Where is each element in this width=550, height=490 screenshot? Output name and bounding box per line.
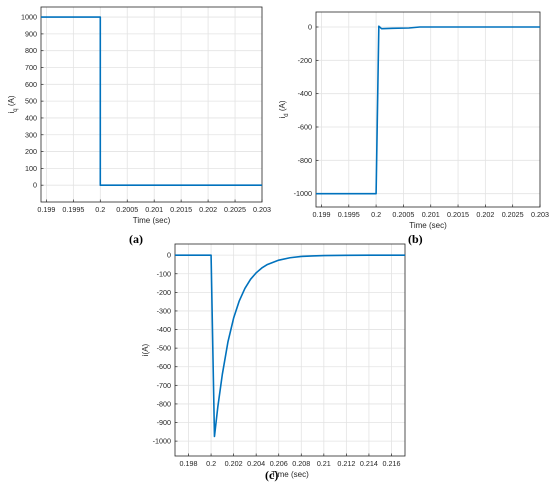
x-tick-label: 0.2015 <box>170 205 192 214</box>
y-tick-label: 300 <box>25 130 37 139</box>
caption-c: (c) <box>265 468 279 482</box>
plot-area <box>175 244 405 456</box>
y-tick-label: 400 <box>25 113 37 122</box>
x-tick-label: 0.204 <box>247 459 265 468</box>
plot-area <box>316 12 540 207</box>
x-tick-label: 0.2 <box>95 205 105 214</box>
y-label-main: i(A) <box>141 343 150 356</box>
y-tick-label: 500 <box>25 97 37 106</box>
y-tick-label: 600 <box>25 80 37 89</box>
y-tick-label: 0 <box>167 251 171 260</box>
y-tick-label: -100 <box>157 269 171 278</box>
x-tick-label: 0.2 <box>371 210 381 219</box>
plot-frame <box>315 11 541 208</box>
x-tick-label: 0.199 <box>312 210 330 219</box>
chart-0: 0.199 0.1995 0.2 0.2005 0.201 0.2015 0.202 0.20… <box>7 6 271 225</box>
y-tick-label: -300 <box>157 306 171 315</box>
y-tick-label: -400 <box>157 325 171 334</box>
y-tick-label: 0 <box>33 181 37 190</box>
y-tick-label: 700 <box>25 63 37 72</box>
y-tick-label: 200 <box>25 147 37 156</box>
y-tick-label: -1000 <box>153 437 171 446</box>
y-tick-label: -600 <box>298 123 312 132</box>
x-tick-label: 0.203 <box>531 210 549 219</box>
y-tick-label: 0 <box>308 23 312 32</box>
series-line <box>175 254 405 438</box>
x-tick-label: 0.2015 <box>447 210 469 219</box>
y-tick-label: -800 <box>157 399 171 408</box>
y-label-subscript: d <box>284 113 290 116</box>
plot-frame <box>40 6 263 203</box>
y-tick-label: -600 <box>157 362 171 371</box>
y-tick-label: -800 <box>298 156 312 165</box>
y-tick-label: 800 <box>25 46 37 55</box>
x-tick-label: 0.202 <box>476 210 494 219</box>
x-tick-label: 0.203 <box>253 205 271 214</box>
x-tick-label: 0.198 <box>180 459 198 468</box>
x-tick-label: 0.201 <box>422 210 440 219</box>
y-label-unit: (A) <box>7 95 16 108</box>
x-tick-label: 0.202 <box>199 205 217 214</box>
y-tick-label: -700 <box>157 381 171 390</box>
x-tick-label: 0.214 <box>360 459 378 468</box>
x-tick-label: 0.208 <box>292 459 310 468</box>
y-axis-label: iq (A) <box>7 95 19 113</box>
x-tick-label: 0.1995 <box>338 210 360 219</box>
y-label-main: i <box>7 112 16 114</box>
y-tick-label: 900 <box>25 29 37 38</box>
x-tick-label: 0.2005 <box>392 210 414 219</box>
x-tick-label: 0.2005 <box>116 205 138 214</box>
chart-2: 0.198 0.2 0.202 0.204 0.206 0.208 0.21 0.212 0.2… <box>141 243 406 479</box>
x-axis-label: Time (sec) <box>133 216 171 225</box>
x-tick-label: 0.2025 <box>224 205 246 214</box>
caption-a: (a) <box>129 232 143 246</box>
x-tick-label: 0.2025 <box>502 210 524 219</box>
y-tick-label: 1000 <box>21 13 37 22</box>
x-tick-label: 0.2 <box>206 459 216 468</box>
y-tick-label: -400 <box>298 89 312 98</box>
x-axis-label: Time (sec) <box>409 221 447 230</box>
y-tick-label: -1000 <box>294 189 312 198</box>
y-tick-label: 100 <box>25 164 37 173</box>
x-tick-label: 0.212 <box>337 459 355 468</box>
y-tick-label: -500 <box>157 344 171 353</box>
x-axis-label: Time (sec) <box>271 470 309 479</box>
x-tick-label: 0.199 <box>37 205 55 214</box>
series-line <box>316 25 540 195</box>
y-tick-label: -900 <box>157 418 171 427</box>
x-tick-label: 0.21 <box>317 459 331 468</box>
x-tick-label: 0.202 <box>225 459 243 468</box>
x-tick-label: 0.201 <box>145 205 163 214</box>
y-label-unit: (A) <box>278 100 287 113</box>
y-axis-label: id (A) <box>278 100 290 118</box>
y-tick-label: -200 <box>157 288 171 297</box>
plot-area <box>41 7 262 202</box>
x-tick-label: 0.206 <box>270 459 288 468</box>
x-tick-label: 0.216 <box>382 459 400 468</box>
y-label-subscript: q <box>13 108 19 111</box>
y-tick-label: -200 <box>298 56 312 65</box>
plot-frame <box>174 243 406 457</box>
chart-1: 0.199 0.1995 0.2 0.2005 0.201 0.2015 0.202 0.20… <box>278 11 549 230</box>
y-axis-label: i(A) <box>141 343 150 356</box>
caption-b: (b) <box>408 232 423 246</box>
series-line <box>41 16 262 186</box>
x-tick-label: 0.1995 <box>62 205 84 214</box>
y-label-main: i <box>278 117 287 119</box>
